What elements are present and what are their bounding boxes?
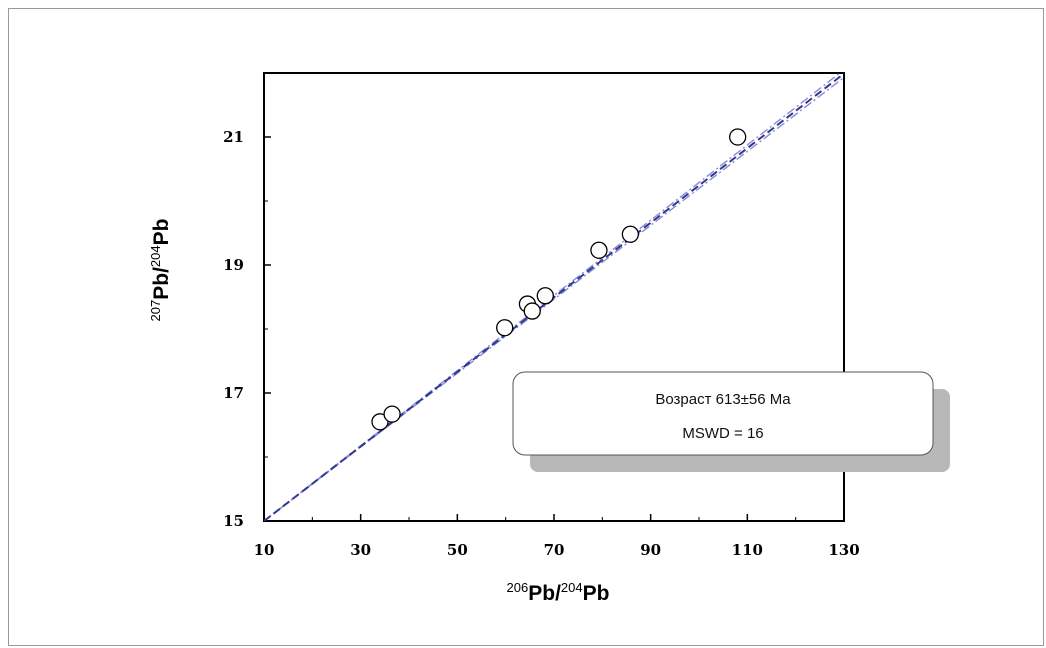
y-tick-label: 19 bbox=[223, 256, 244, 274]
y-tick-label: 17 bbox=[223, 384, 244, 402]
y-axis-title-sep: / bbox=[150, 267, 173, 273]
axis-layer: 10 30 50 70 90 110 130 15 17 19 21 bbox=[223, 72, 860, 559]
x-tick-label: 110 bbox=[732, 541, 763, 559]
data-points bbox=[371, 128, 747, 431]
x-axis-title-element2: Pb bbox=[583, 582, 610, 605]
x-axis-title: 206Pb/204Pb bbox=[507, 580, 610, 605]
data-point bbox=[729, 128, 747, 146]
y-axis-title: 207Pb/204Pb bbox=[148, 219, 173, 322]
x-axis-title-mass1: 206 bbox=[507, 580, 529, 595]
x-tick-label: 70 bbox=[544, 541, 565, 559]
y-axis-title-element1: Pb bbox=[150, 273, 173, 300]
y-axis-title-element2: Pb bbox=[150, 219, 173, 246]
y-axis-title-mass2: 204 bbox=[148, 245, 163, 267]
y-axis-title-mass1: 207 bbox=[148, 300, 163, 322]
data-point bbox=[383, 405, 401, 423]
y-tick-label: 21 bbox=[223, 128, 244, 146]
data-point bbox=[523, 302, 541, 320]
x-axis-title-element1: Pb bbox=[528, 582, 555, 605]
y-tick-label: 15 bbox=[223, 512, 244, 530]
x-tick-label: 90 bbox=[640, 541, 661, 559]
data-point bbox=[496, 319, 514, 337]
annotation-box: Возраст 613±56 Ma MSWD = 16 bbox=[512, 371, 950, 472]
regression-lines bbox=[264, 73, 844, 521]
isochron-fit-line bbox=[264, 73, 844, 521]
x-tick-label: 10 bbox=[254, 541, 275, 559]
annotation-age-text: Возраст 613±56 Ma bbox=[655, 391, 791, 408]
x-axis-title-mass2: 204 bbox=[561, 580, 583, 595]
chart-frame bbox=[8, 8, 1044, 646]
annotation-panel bbox=[512, 371, 934, 456]
x-tick-label: 130 bbox=[828, 541, 859, 559]
x-tick-label: 50 bbox=[447, 541, 468, 559]
data-point bbox=[590, 241, 608, 259]
x-axis-title-sep: / bbox=[555, 582, 561, 605]
data-point bbox=[621, 225, 640, 243]
data-point bbox=[536, 287, 554, 305]
data-point bbox=[371, 413, 389, 431]
annotation-mswd-text: MSWD = 16 bbox=[682, 425, 763, 442]
x-tick-label: 30 bbox=[350, 541, 371, 559]
